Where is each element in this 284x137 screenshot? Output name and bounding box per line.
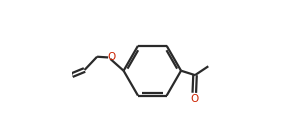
Text: O: O <box>108 52 116 62</box>
Text: O: O <box>190 94 199 104</box>
